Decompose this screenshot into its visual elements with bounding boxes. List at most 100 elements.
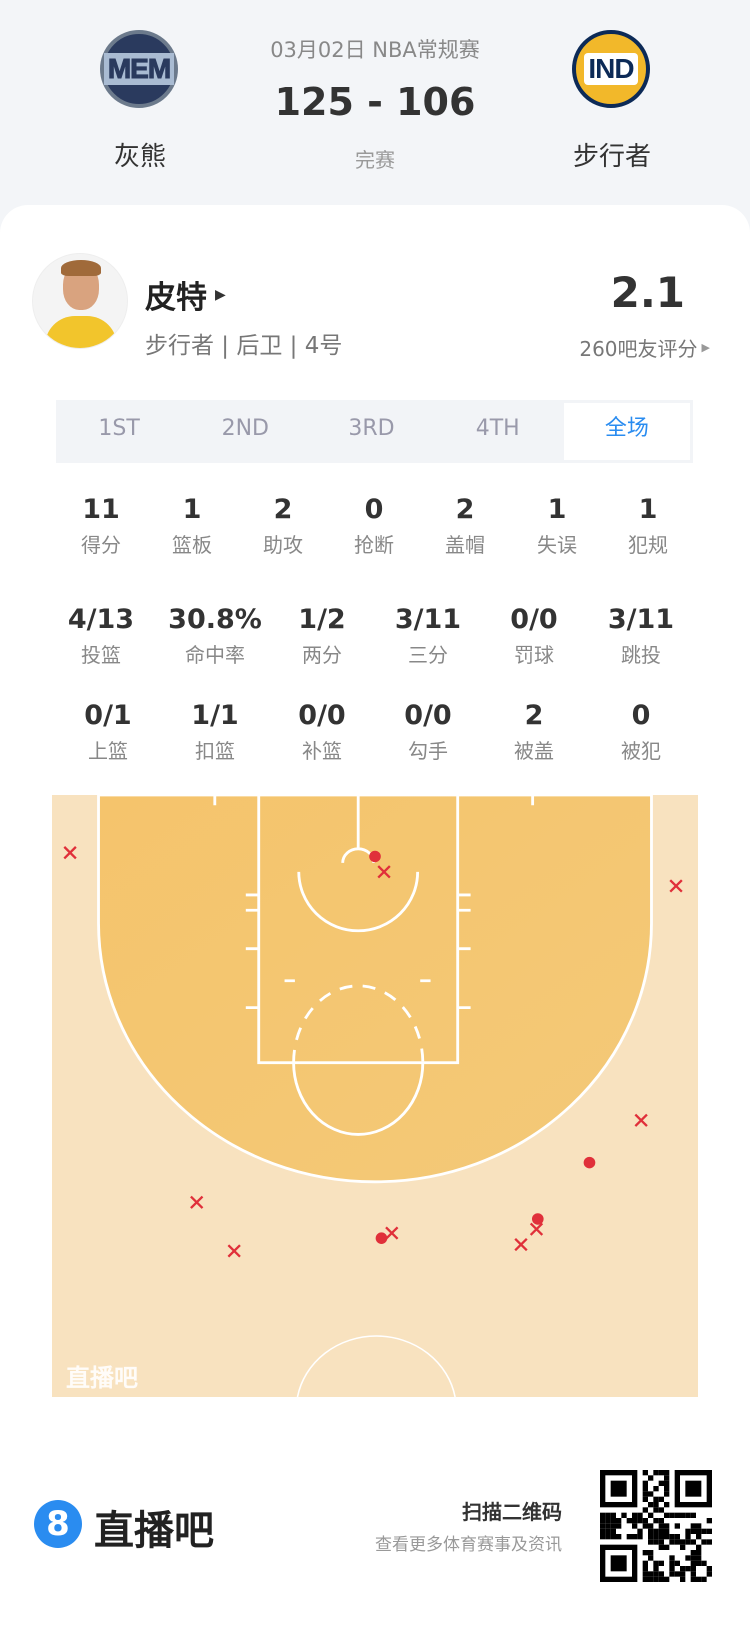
stat-label: 三分 bbox=[408, 643, 448, 667]
stat-value: 1 bbox=[182, 494, 202, 525]
match-score: 125 - 106 bbox=[274, 80, 476, 124]
shot-missed-marker bbox=[514, 1237, 528, 1252]
stat-value: 2 bbox=[455, 494, 475, 525]
stat-value: 0 bbox=[631, 700, 651, 731]
home-team-logo[interactable]: MEM bbox=[100, 30, 178, 108]
match-date-league: 03月02日 NBA常规赛 bbox=[270, 38, 480, 62]
qr-code[interactable] bbox=[600, 1470, 712, 1582]
stats-row-shot-types: 0/1 上篮 1/1 扣篮 0/0 补篮 0/0 勾手 2 被盖 0 被犯 bbox=[0, 700, 750, 770]
player-avatar[interactable] bbox=[32, 253, 128, 349]
shot-missed-marker bbox=[385, 1226, 399, 1240]
stat-label: 上篮 bbox=[88, 739, 128, 763]
stat-label: 罚球 bbox=[514, 643, 554, 667]
player-name: 皮特 bbox=[145, 280, 207, 316]
shot-missed-marker bbox=[377, 865, 391, 879]
stat-value: 4/13 bbox=[67, 604, 135, 635]
stat-item: 1 篮板 bbox=[142, 494, 242, 558]
free-throw-circle-top bbox=[292, 984, 425, 1063]
stat-value: 30.8% bbox=[168, 604, 262, 635]
tab-2nd[interactable]: 2ND bbox=[221, 416, 269, 441]
tab-4th[interactable]: 4TH bbox=[475, 416, 520, 441]
stats-row-shooting: 4/13 投篮 30.8% 命中率 1/2 两分 3/11 三分 0/0 罚球 3/11 跳投 bbox=[0, 604, 750, 674]
qr-title: 扫描二维码 bbox=[462, 1500, 562, 1524]
rating-link[interactable]: 260吧友评分 ▶ bbox=[579, 337, 710, 361]
stat-item: 4/13 投篮 bbox=[51, 604, 151, 668]
player-name-link[interactable]: 皮特 ▶ bbox=[145, 272, 226, 317]
player-rating: 2.1 bbox=[610, 268, 685, 317]
away-team-name: 步行者 bbox=[572, 142, 651, 172]
stat-label: 扣篮 bbox=[195, 739, 235, 763]
caret-right-icon: ▶ bbox=[215, 286, 226, 303]
stat-value: 3/11 bbox=[394, 604, 462, 635]
restricted-area bbox=[297, 871, 420, 933]
stat-label: 篮板 bbox=[172, 533, 212, 557]
stat-label: 勾手 bbox=[408, 739, 448, 763]
shot-missed-marker bbox=[227, 1244, 241, 1258]
stat-label: 得分 bbox=[81, 533, 121, 557]
brand-name: 直播吧 bbox=[94, 1508, 214, 1554]
stat-item: 1/1 扣篮 bbox=[165, 700, 265, 764]
stat-item: 1 失误 bbox=[507, 494, 607, 558]
stat-value: 2 bbox=[524, 700, 544, 731]
stat-label: 跳投 bbox=[621, 643, 661, 667]
tab-全场[interactable]: 全场 bbox=[563, 403, 691, 460]
center-circle bbox=[296, 1335, 456, 1397]
stat-item: 0/1 上篮 bbox=[58, 700, 158, 764]
tab-3rd[interactable]: 3RD bbox=[348, 416, 395, 441]
free-throw-circle-bottom bbox=[292, 1062, 425, 1136]
stat-item: 2 被盖 bbox=[484, 700, 584, 764]
stat-label: 命中率 bbox=[185, 643, 245, 667]
stat-label: 投篮 bbox=[81, 643, 121, 667]
stat-label: 被犯 bbox=[621, 739, 661, 763]
stat-label: 失误 bbox=[537, 533, 577, 557]
home-team-name: 灰熊 bbox=[113, 142, 166, 172]
stat-item: 2 助攻 bbox=[233, 494, 333, 558]
stat-item: 0/0 罚球 bbox=[484, 604, 584, 668]
hash-marks bbox=[213, 795, 535, 1010]
stat-item: 2 盖帽 bbox=[415, 494, 515, 558]
stat-value: 3/11 bbox=[607, 604, 675, 635]
qr-subtitle: 查看更多体育赛事及资讯 bbox=[375, 1535, 562, 1555]
stat-item: 3/11 跳投 bbox=[591, 604, 691, 668]
stat-label: 助攻 bbox=[263, 533, 303, 557]
shot-missed-marker bbox=[634, 1113, 648, 1127]
player-info: 步行者 | 后卫 | 4号 bbox=[145, 333, 343, 359]
stat-value: 2 bbox=[273, 494, 293, 525]
stat-item: 3/11 三分 bbox=[378, 604, 478, 668]
stat-item: 1 犯规 bbox=[598, 494, 698, 558]
caret-right-icon: ▶ bbox=[701, 341, 710, 354]
stat-value: 1 bbox=[547, 494, 567, 525]
shot-missed-marker bbox=[529, 1222, 544, 1236]
shot-made-marker bbox=[531, 1213, 544, 1225]
stat-value: 0/0 bbox=[510, 604, 558, 635]
stat-label: 犯规 bbox=[628, 533, 668, 557]
stat-item: 11 得分 bbox=[51, 494, 151, 558]
paint bbox=[257, 795, 460, 1065]
stat-value: 0 bbox=[364, 494, 384, 525]
stat-item: 0/0 补篮 bbox=[272, 700, 372, 764]
away-team-logo[interactable]: IND bbox=[572, 30, 650, 108]
stat-value: 0/0 bbox=[404, 700, 452, 731]
shot-made-marker bbox=[583, 1156, 596, 1169]
shot-chart bbox=[52, 795, 698, 1397]
stat-item: 30.8% 命中率 bbox=[165, 604, 265, 668]
brand-logo-icon: 8 bbox=[34, 1500, 82, 1548]
stat-item: 0/0 勾手 bbox=[378, 700, 478, 764]
stat-label: 被盖 bbox=[514, 739, 554, 763]
stat-value: 1/1 bbox=[191, 700, 239, 731]
stat-label: 两分 bbox=[302, 643, 342, 667]
stat-value: 1 bbox=[638, 494, 658, 525]
period-tabs: 1ST 2ND 3RD 4TH 全场 bbox=[56, 400, 693, 463]
stat-label: 补篮 bbox=[302, 739, 342, 763]
match-status: 完赛 bbox=[355, 148, 395, 172]
shot-missed-marker bbox=[63, 846, 77, 860]
stat-value: 11 bbox=[82, 494, 120, 525]
stats-row-basic: 11 得分 1 篮板 2 助攻 0 抢断 2 盖帽 1 失误 1 犯规 bbox=[0, 494, 750, 564]
stat-label: 抢断 bbox=[354, 533, 394, 557]
shot-made-marker bbox=[375, 1232, 388, 1244]
tab-1st[interactable]: 1ST bbox=[98, 416, 140, 441]
stat-value: 1/2 bbox=[298, 604, 346, 635]
shot-made-marker bbox=[369, 850, 381, 863]
stat-value: 0/0 bbox=[298, 700, 346, 731]
watermark: 直播吧 bbox=[66, 1364, 138, 1392]
